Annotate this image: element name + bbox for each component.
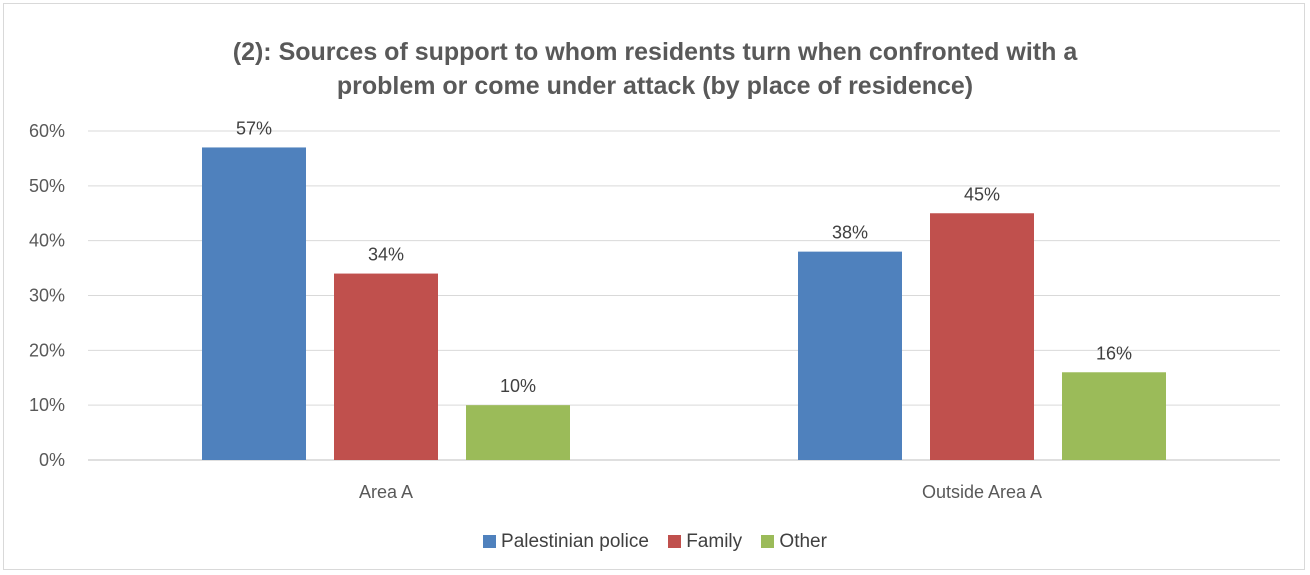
y-tick-label: 50%	[29, 176, 65, 196]
y-tick-label: 60%	[29, 121, 65, 141]
x-category-label: Area A	[359, 482, 413, 502]
y-tick-label: 0%	[39, 450, 65, 470]
legend-label-other: Other	[779, 531, 827, 552]
data-label: 16%	[1096, 343, 1132, 363]
legend-label-palestinian-police: Palestinian police	[501, 531, 649, 552]
bar-palestinian-police	[798, 251, 902, 460]
y-tick-label: 30%	[29, 286, 65, 306]
data-label: 34%	[368, 245, 404, 265]
bar-other	[1062, 372, 1166, 460]
y-tick-label: 20%	[29, 340, 65, 360]
legend-swatch-other	[761, 535, 775, 548]
bar-other	[466, 405, 570, 460]
chart-title-line-1: (2): Sources of support to whom resident…	[232, 38, 1078, 66]
legend-label-family: Family	[686, 531, 743, 552]
chart-title-line-2: problem or come under attack (by place o…	[336, 72, 974, 100]
data-label: 38%	[832, 223, 868, 243]
legend-swatch-palestinian-police	[483, 535, 497, 548]
legend-item-palestinian-police: Palestinian police	[483, 531, 649, 553]
chart-title: (2): Sources of support to whom resident…	[0, 35, 1310, 103]
legend-item-other: Other	[761, 531, 827, 553]
legend-swatch-family	[668, 535, 682, 548]
y-tick-label: 10%	[29, 395, 65, 415]
x-category-label: Outside Area A	[922, 482, 1042, 502]
chart-legend: Palestinian police Family Other	[0, 531, 1310, 553]
data-label: 57%	[236, 118, 272, 138]
data-label: 10%	[500, 376, 536, 396]
y-tick-label: 40%	[29, 231, 65, 251]
bar-family	[930, 213, 1034, 460]
legend-item-family: Family	[668, 531, 742, 553]
data-label: 45%	[964, 184, 1000, 204]
bar-palestinian-police	[202, 147, 306, 460]
bar-family	[334, 273, 438, 460]
